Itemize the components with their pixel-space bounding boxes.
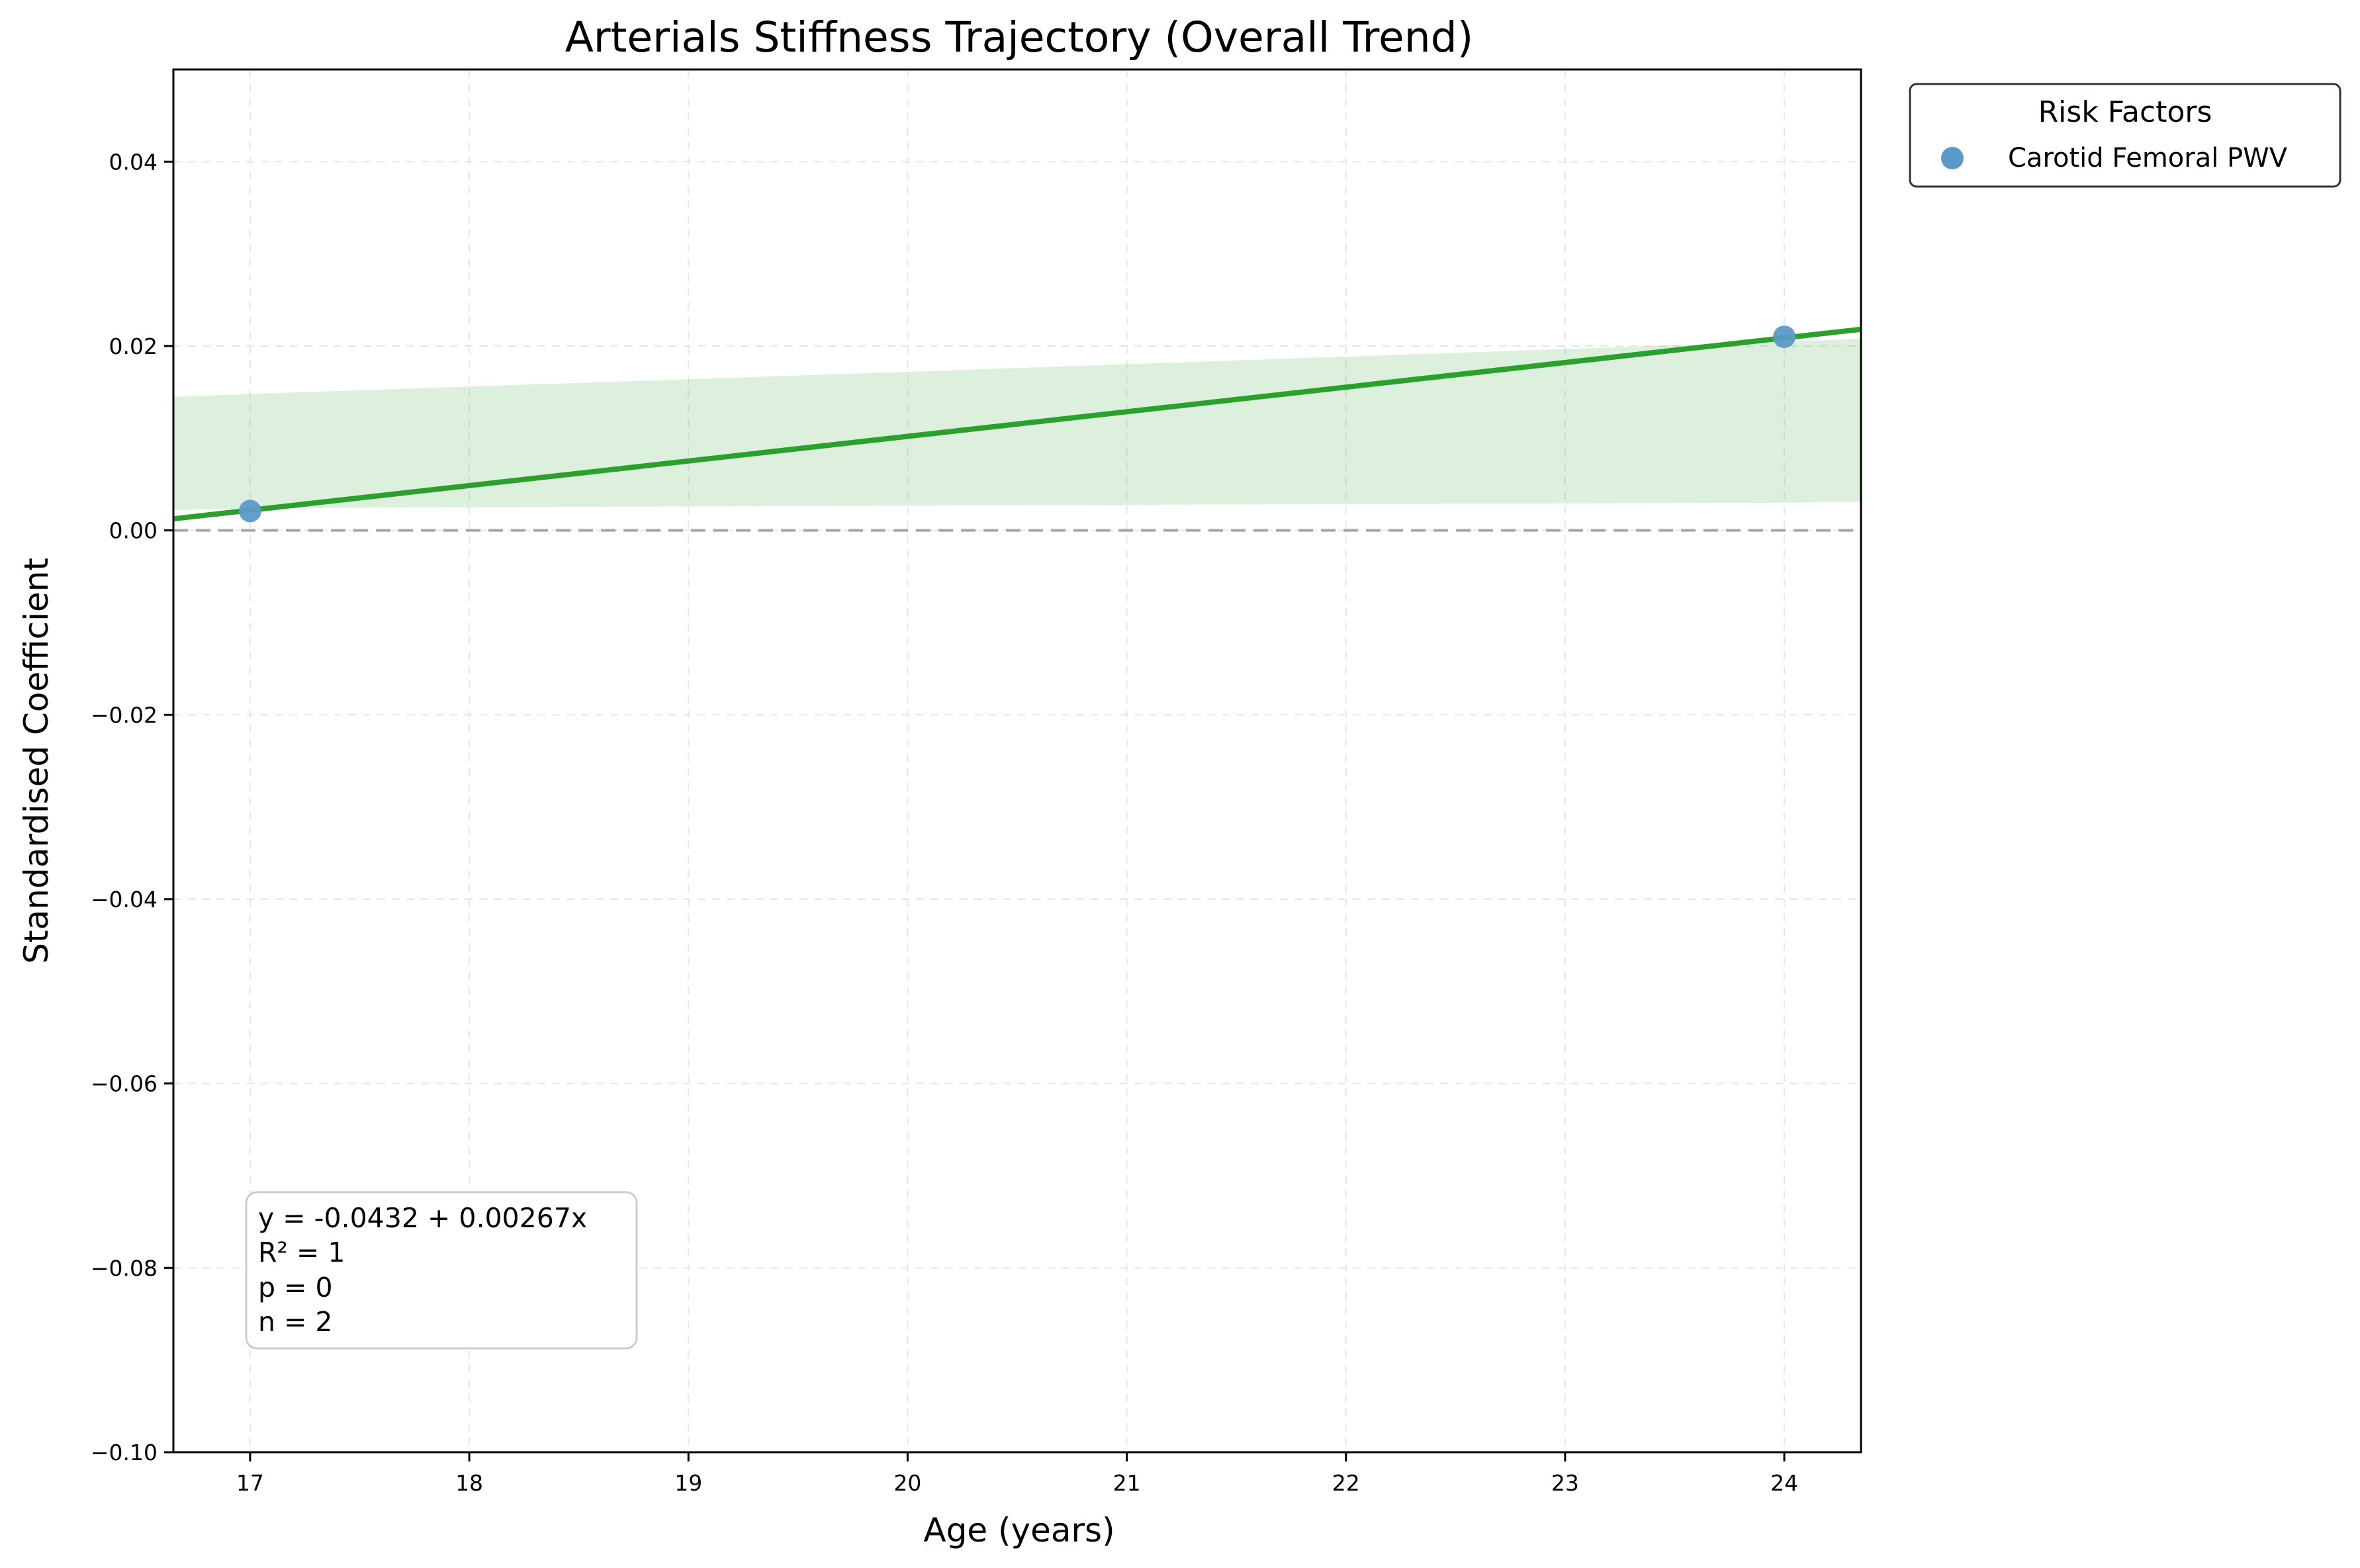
data-point-0-1 bbox=[1773, 326, 1796, 349]
y-tick-label-5: −0.06 bbox=[91, 1071, 158, 1097]
data-points-layer bbox=[238, 326, 1796, 523]
legend-title: Risk Factors bbox=[2038, 95, 2212, 129]
y-tick-label-2: 0.00 bbox=[109, 518, 158, 544]
x-tick-label-1: 18 bbox=[455, 1470, 483, 1496]
x-axis-title: Age (years) bbox=[923, 1511, 1114, 1549]
data-point-0-0 bbox=[238, 500, 261, 523]
trend-line-layer bbox=[173, 326, 1862, 522]
x-tick-label-5: 22 bbox=[1332, 1470, 1360, 1496]
y-axis-ticks: 0.04 0.02 0.00 −0.02 −0.04 −0.06 −0.08 −0.10 bbox=[91, 149, 173, 1465]
x-tick-label-2: 19 bbox=[674, 1470, 702, 1496]
stats-p-value: p = 0 bbox=[258, 1272, 333, 1303]
legend-marker bbox=[1941, 147, 1964, 169]
y-tick-label-4: −0.04 bbox=[91, 887, 158, 912]
y-tick-label-3: −0.02 bbox=[91, 702, 158, 728]
legend-frame bbox=[1909, 83, 2341, 188]
x-tick-label-3: 20 bbox=[893, 1470, 921, 1496]
x-tick-label-6: 23 bbox=[1551, 1470, 1579, 1496]
stats-box: y = -0.0432 + 0.00267x R² = 1 p = 0 n = … bbox=[245, 1191, 638, 1350]
plot-frame bbox=[172, 68, 1862, 1454]
stats-equation: y = -0.0432 + 0.00267x bbox=[258, 1202, 587, 1234]
legend-label: Carotid Femoral PWV bbox=[2008, 143, 2288, 173]
x-tick-label-0: 17 bbox=[236, 1470, 264, 1496]
stats-n: n = 2 bbox=[258, 1306, 333, 1338]
x-axis-ticks: 17 18 19 20 21 22 23 24 bbox=[236, 1452, 1798, 1496]
y-tick-label-1: 0.02 bbox=[109, 333, 158, 359]
y-tick-label-7: −0.10 bbox=[91, 1440, 158, 1465]
legend: Risk Factors Carotid Femoral PWV bbox=[1909, 83, 2341, 188]
x-tick-label-7: 24 bbox=[1770, 1470, 1798, 1496]
y-tick-label-6: −0.08 bbox=[91, 1255, 158, 1281]
x-tick-label-4: 21 bbox=[1113, 1470, 1141, 1496]
trend-line bbox=[173, 326, 1862, 522]
chart-title: Arterials Stiffness Trajectory (Overall … bbox=[565, 13, 1474, 62]
y-tick-label-0: 0.04 bbox=[109, 149, 158, 175]
stats-box-frame bbox=[245, 1191, 638, 1350]
stats-r-squared: R² = 1 bbox=[258, 1237, 345, 1268]
y-axis-title: Standardised Coefficient bbox=[17, 558, 56, 964]
